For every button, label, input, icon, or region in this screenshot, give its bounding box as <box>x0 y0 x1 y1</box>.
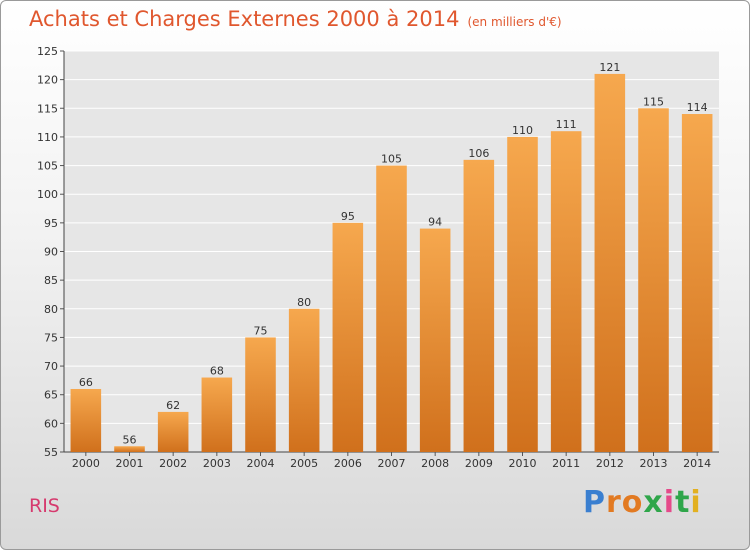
chart-unit: (en milliers d'€) <box>467 15 562 29</box>
chart-title-text: Achats et Charges Externes 2000 à 2014 <box>29 7 460 31</box>
x-tick-label: 2009 <box>465 457 493 470</box>
proxiti-logo: Proxiti <box>583 485 702 520</box>
bar <box>201 377 233 452</box>
data-label: 68 <box>210 365 224 378</box>
data-label: 114 <box>687 101 708 114</box>
bar <box>376 165 407 453</box>
y-tick-label: 65 <box>44 389 58 402</box>
x-tick-label: 2013 <box>640 457 668 470</box>
x-tick-label: 2012 <box>596 457 624 470</box>
data-label: 105 <box>381 153 402 166</box>
data-label: 95 <box>341 210 355 223</box>
y-tick-label: 85 <box>44 274 58 287</box>
logo-letter: i <box>663 485 676 520</box>
logo-letter: i <box>690 485 702 520</box>
data-label: 121 <box>599 61 620 74</box>
bar <box>463 159 495 453</box>
y-tick-label: 75 <box>44 331 58 344</box>
x-tick-label: 2005 <box>290 457 318 470</box>
y-tick-label: 70 <box>44 360 58 373</box>
bar <box>507 136 538 452</box>
x-tick-label: 2003 <box>203 457 231 470</box>
logo-letter: x <box>643 485 664 520</box>
bar <box>681 114 713 452</box>
data-label: 94 <box>428 216 442 229</box>
y-tick-label: 110 <box>37 131 58 144</box>
x-tick-label: 2002 <box>159 457 187 470</box>
logo-letter: r <box>606 485 622 520</box>
bar <box>550 131 582 452</box>
x-tick-label: 2006 <box>334 457 362 470</box>
bar <box>638 108 669 453</box>
y-tick-label: 90 <box>44 246 58 259</box>
x-tick-label: 2000 <box>72 457 100 470</box>
chart-title: Achats et Charges Externes 2000 à 2014 (e… <box>29 7 562 31</box>
data-label: 106 <box>468 147 489 160</box>
y-tick-label: 115 <box>37 102 58 115</box>
bar <box>419 228 451 452</box>
data-label: 56 <box>123 433 137 446</box>
y-tick-label: 95 <box>44 217 58 230</box>
bar <box>332 222 364 452</box>
y-tick-label: 60 <box>44 417 58 430</box>
x-tick-label: 2011 <box>552 457 580 470</box>
x-tick-label: 2001 <box>116 457 144 470</box>
x-tick-label: 2010 <box>509 457 537 470</box>
data-label: 62 <box>166 399 180 412</box>
y-tick-label: 55 <box>44 446 58 459</box>
bar <box>157 411 189 452</box>
logo-letter: o <box>621 485 644 520</box>
bar <box>70 388 102 452</box>
y-tick-label: 125 <box>37 45 58 58</box>
logo-letter: P <box>583 485 606 520</box>
x-tick-label: 2008 <box>421 457 449 470</box>
data-label: 111 <box>556 118 577 131</box>
data-label: 66 <box>79 376 93 389</box>
data-label: 115 <box>643 95 664 108</box>
data-label: 75 <box>254 324 268 337</box>
data-label: 80 <box>297 296 311 309</box>
y-tick-label: 100 <box>37 188 58 201</box>
x-tick-label: 2014 <box>683 457 711 470</box>
y-tick-label: 120 <box>37 74 58 87</box>
location-label: RIS <box>29 495 60 517</box>
y-tick-label: 105 <box>37 160 58 173</box>
bar <box>245 337 276 452</box>
data-label: 110 <box>512 124 533 137</box>
x-tick-label: 2007 <box>378 457 406 470</box>
bar <box>114 446 145 452</box>
logo-letter: t <box>675 485 691 520</box>
bar <box>288 308 320 452</box>
x-tick-label: 2004 <box>247 457 275 470</box>
bar <box>594 73 626 453</box>
y-tick-label: 80 <box>44 303 58 316</box>
